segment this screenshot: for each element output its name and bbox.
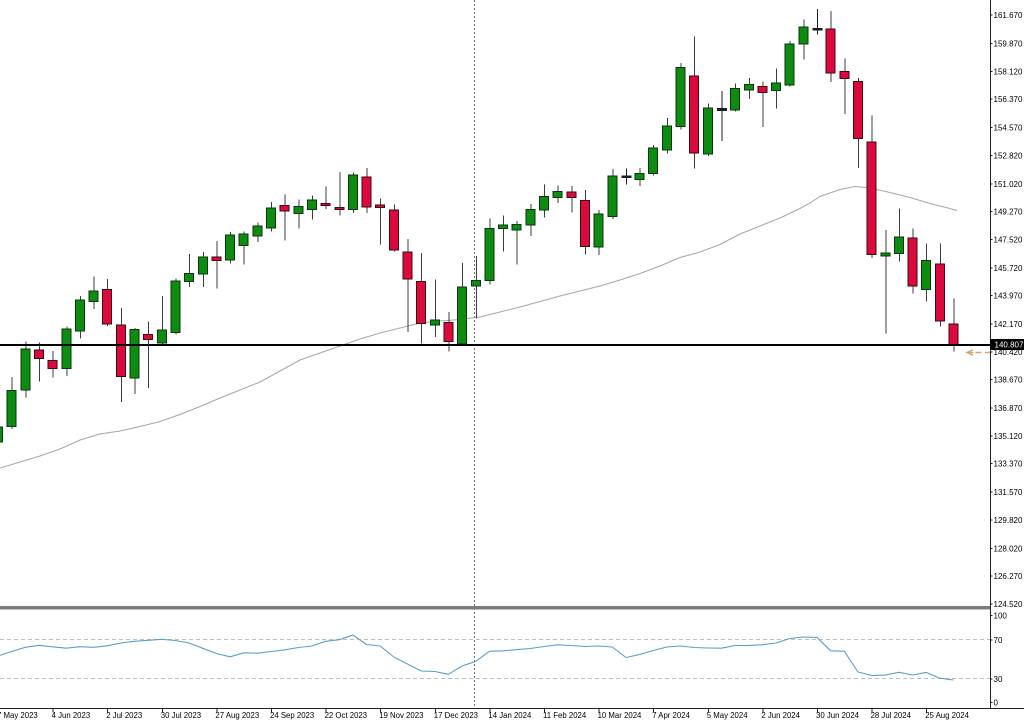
svg-text:145.720: 145.720 [994,264,1023,273]
svg-text:28 Jul 2024: 28 Jul 2024 [871,711,912,720]
svg-text:140.807: 140.807 [995,341,1024,350]
svg-text:22 Oct 2023: 22 Oct 2023 [325,711,367,720]
svg-text:136.870: 136.870 [994,404,1023,413]
svg-text:133.370: 133.370 [994,460,1023,469]
svg-text:131.570: 131.570 [994,488,1023,497]
svg-text:7 Apr 2024: 7 Apr 2024 [652,711,690,720]
svg-text:156.370: 156.370 [994,95,1023,104]
svg-text:5 May 2024: 5 May 2024 [707,711,748,720]
svg-text:24 Sep 2023: 24 Sep 2023 [270,711,314,720]
svg-text:142.170: 142.170 [994,320,1023,329]
svg-text:70: 70 [994,636,1003,645]
svg-text:138.670: 138.670 [994,376,1023,385]
svg-text:11 Feb 2024: 11 Feb 2024 [543,711,587,720]
svg-text:128.020: 128.020 [994,544,1023,553]
svg-text:135.120: 135.120 [994,432,1023,441]
svg-text:154.570: 154.570 [994,124,1023,133]
svg-text:2 Jun 2024: 2 Jun 2024 [761,711,800,720]
svg-text:151.020: 151.020 [994,180,1023,189]
svg-text:129.820: 129.820 [994,516,1023,525]
svg-text:10 Mar 2024: 10 Mar 2024 [598,711,642,720]
svg-text:149.270: 149.270 [994,208,1023,217]
svg-text:19 Nov 2023: 19 Nov 2023 [379,711,423,720]
svg-text:152.820: 152.820 [994,151,1023,160]
svg-text:30 Jun 2024: 30 Jun 2024 [816,711,860,720]
svg-text:143.970: 143.970 [994,292,1023,301]
svg-text:14 Jan 2024: 14 Jan 2024 [488,711,532,720]
svg-text:159.870: 159.870 [994,40,1023,49]
svg-text:30: 30 [994,675,1003,684]
svg-text:7 May 2023: 7 May 2023 [0,711,38,720]
svg-text:2 Jul 2023: 2 Jul 2023 [106,711,142,720]
svg-text:27 Aug 2023: 27 Aug 2023 [215,711,259,720]
svg-text:126.270: 126.270 [994,572,1023,581]
svg-text:147.520: 147.520 [994,235,1023,244]
svg-text:161.670: 161.670 [994,11,1023,20]
svg-text:25 Aug 2024: 25 Aug 2024 [925,711,969,720]
svg-text:158.120: 158.120 [994,67,1023,76]
svg-text:17 Dec 2023: 17 Dec 2023 [434,711,478,720]
svg-text:100: 100 [994,612,1008,621]
svg-text:0: 0 [994,699,999,708]
svg-text:124.520: 124.520 [994,600,1023,609]
svg-text:140.420: 140.420 [994,348,1023,357]
svg-text:4 Jun 2023: 4 Jun 2023 [52,711,91,720]
svg-text:30 Jul 2023: 30 Jul 2023 [161,711,201,720]
